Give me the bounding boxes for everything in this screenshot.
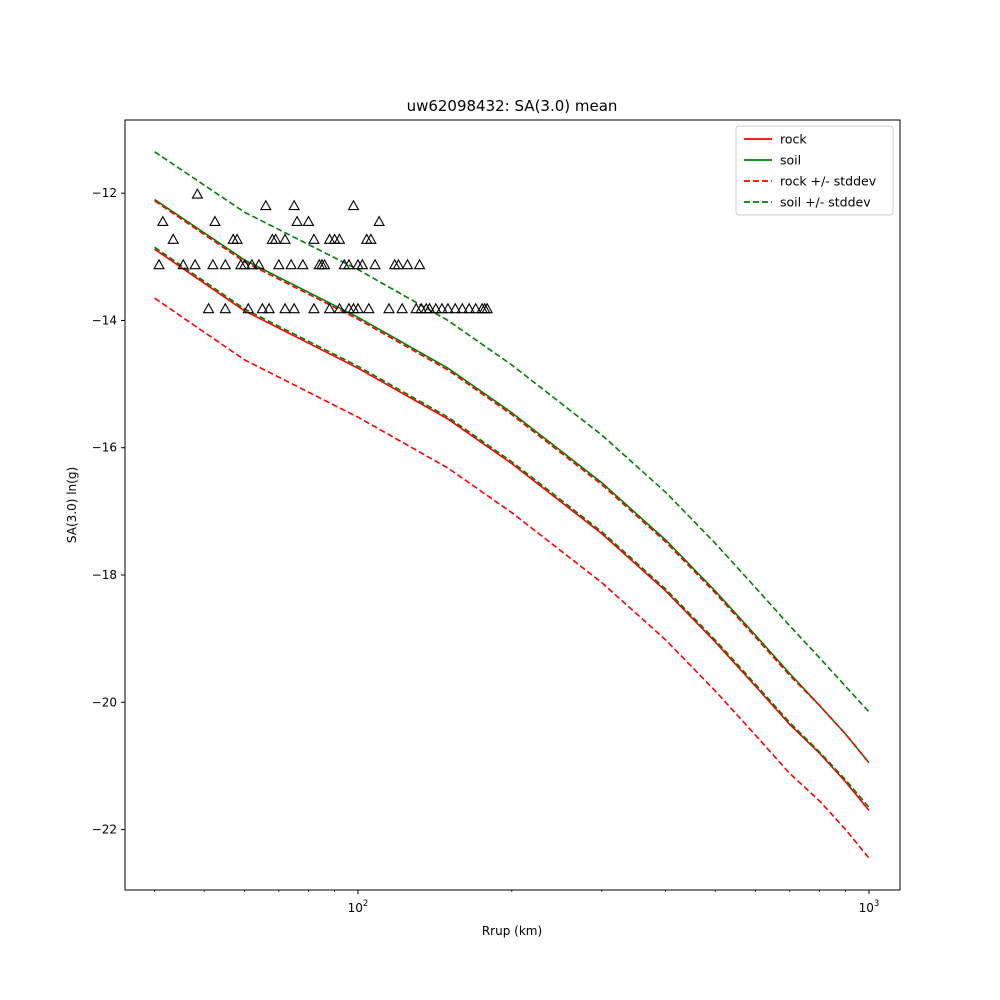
- observed-point: [456, 302, 469, 314]
- observed-point: [272, 258, 285, 270]
- observed-point: [246, 258, 258, 270]
- observed-point: [356, 258, 369, 270]
- series-line-3: [154, 297, 870, 859]
- observed-point: [259, 199, 272, 211]
- observed-point: [333, 233, 346, 244]
- y-tick-label: −22: [92, 823, 117, 837]
- observed-point: [323, 302, 336, 314]
- observed-point: [269, 233, 282, 244]
- observed-point: [288, 199, 301, 211]
- observed-point: [291, 215, 303, 227]
- observed-point: [256, 302, 269, 314]
- observed-point: [318, 258, 331, 270]
- observed-point: [343, 258, 355, 270]
- observed-point: [333, 302, 346, 314]
- observed-point: [449, 302, 462, 314]
- y-tick-label: −20: [92, 695, 117, 709]
- observed-point: [423, 302, 436, 314]
- observed-point: [189, 258, 201, 270]
- observed-point: [413, 258, 426, 270]
- observed-point: [177, 258, 190, 270]
- legend-label: rock: [780, 132, 807, 147]
- observed-point: [238, 258, 251, 270]
- observed-point: [219, 302, 232, 314]
- x-axis-label: Rrup (km): [482, 924, 542, 938]
- observed-point: [231, 233, 243, 244]
- observed-point: [352, 302, 364, 314]
- observed-point: [279, 233, 291, 244]
- legend-label: rock +/- stddev: [780, 174, 877, 189]
- observed-point: [469, 302, 482, 314]
- observed-point: [153, 258, 165, 270]
- observed-point: [396, 302, 408, 314]
- x-tick-label: 102: [348, 899, 369, 915]
- observed-point: [463, 302, 475, 314]
- observed-point: [242, 302, 255, 314]
- x-tick-label: 103: [859, 899, 880, 915]
- observed-point: [209, 215, 221, 227]
- observed-point: [392, 258, 405, 270]
- observed-point: [373, 215, 386, 227]
- observed-point: [401, 258, 414, 270]
- series-line-2: [154, 200, 870, 764]
- y-tick-label: −14: [92, 313, 117, 327]
- legend-box: [735, 125, 894, 216]
- observed-point: [442, 302, 454, 314]
- observed-point: [302, 215, 315, 227]
- observed-point: [167, 233, 180, 244]
- observed-point: [347, 199, 360, 211]
- y-tick-label: −18: [92, 568, 117, 582]
- observed-point: [279, 302, 291, 314]
- observed-point: [202, 302, 215, 314]
- observed-point: [436, 302, 448, 314]
- chart-title: uw62098432: SA(3.0) mean: [407, 97, 618, 115]
- legend-label: soil +/- stddev: [780, 195, 871, 210]
- observed-point: [288, 302, 301, 314]
- legend: rock soil rock +/- stddev soil +/- stddev: [735, 125, 894, 216]
- observed-point: [365, 233, 377, 244]
- observed-point: [308, 233, 320, 244]
- observed-point: [191, 188, 204, 199]
- observed-point: [253, 258, 265, 270]
- observed-point: [156, 215, 169, 227]
- legend-label: soil: [780, 153, 801, 168]
- observed-point: [362, 302, 375, 314]
- observed-point: [285, 258, 298, 270]
- series-line-4: [154, 151, 870, 713]
- observed-point: [369, 258, 381, 270]
- observed-point: [296, 258, 309, 270]
- observed-point: [383, 302, 395, 314]
- y-axis-label: SA(3.0) ln(g): [65, 467, 79, 543]
- observed-point: [481, 302, 494, 314]
- observed-point: [219, 258, 232, 270]
- observed-point: [308, 302, 320, 314]
- observed-point: [263, 302, 275, 314]
- axes-frame: [124, 119, 901, 891]
- series-line-5: [154, 246, 870, 808]
- plot-content: [153, 151, 870, 859]
- y-tick-label: −12: [92, 186, 117, 200]
- y-tick-label: −16: [92, 441, 117, 455]
- observed-point: [429, 302, 442, 314]
- plot-area: −12 −14 −16 −18 −20 −22 102 103: [92, 119, 901, 915]
- observed-point: [206, 258, 219, 270]
- series-line-0: [154, 248, 870, 811]
